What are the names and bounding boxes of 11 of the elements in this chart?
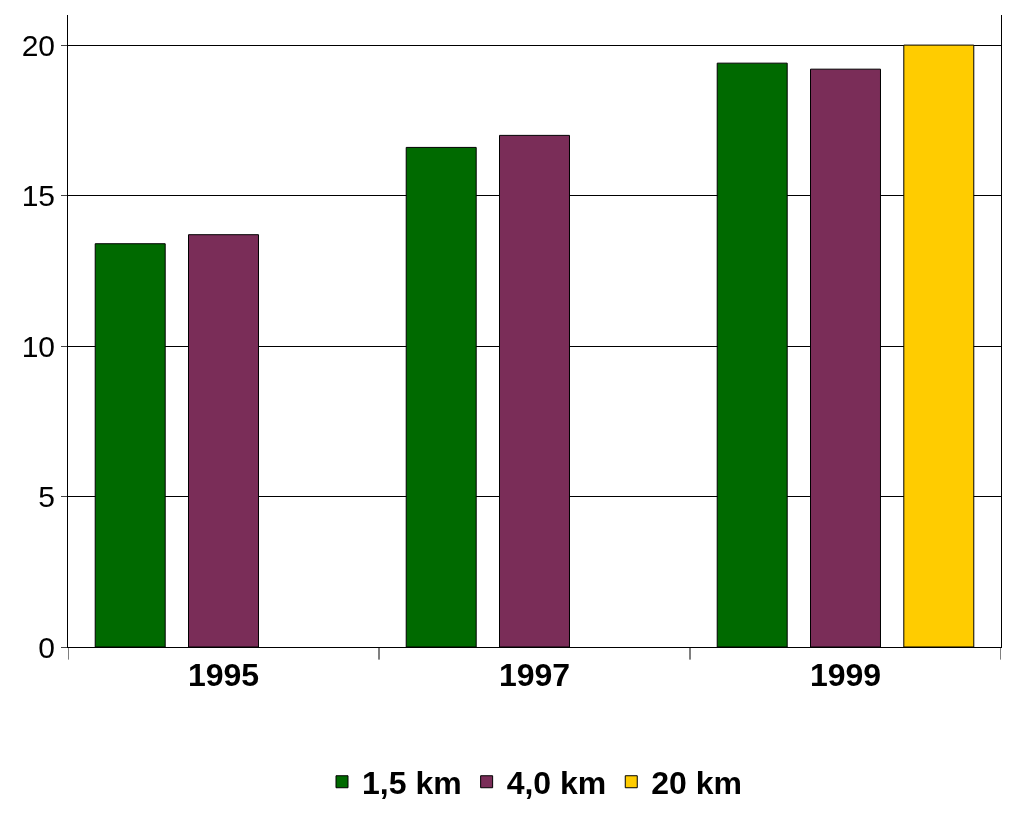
x-tick-label: 1997 <box>498 657 571 694</box>
y-tick-label: 15 <box>21 179 55 213</box>
y-tick-label: 0 <box>38 630 55 664</box>
x-tick-label: 1999 <box>809 657 882 694</box>
y-tick-label: 10 <box>21 329 55 363</box>
legend-label: 20 km <box>651 765 742 802</box>
y-tick-label: 5 <box>38 480 55 514</box>
legend-label: 1,5 km <box>362 765 462 802</box>
legend-label: 4,0 km <box>506 765 607 802</box>
x-tick-label: 1995 <box>187 657 260 694</box>
y-tick-label: 20 <box>21 28 55 62</box>
